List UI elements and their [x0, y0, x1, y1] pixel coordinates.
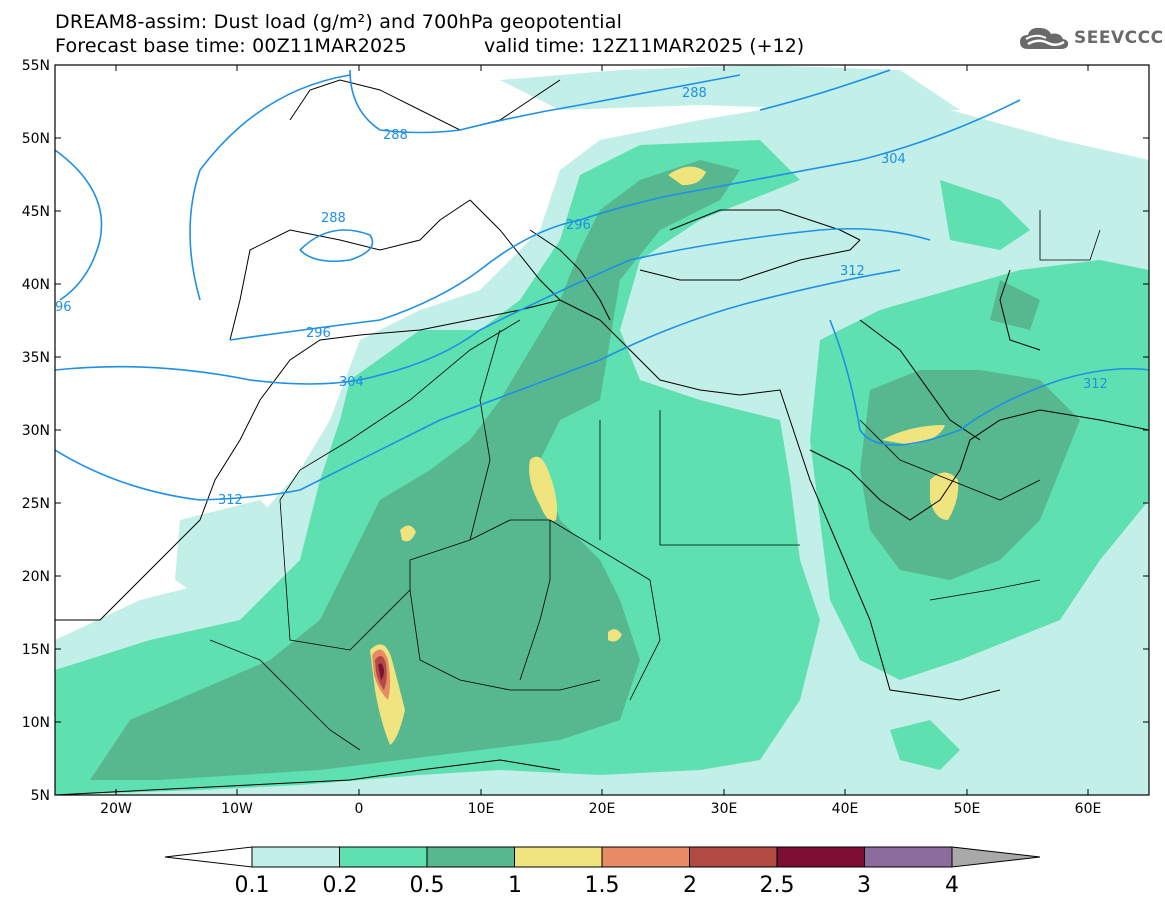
contour-label: 312: [1083, 377, 1108, 392]
lat-label: 20N: [22, 569, 50, 585]
country-borders: [209, 210, 1101, 751]
valid-time: valid time: 12Z11MAR2025 (+12): [484, 35, 805, 57]
lat-label: 35N: [22, 350, 50, 366]
contour-label: 96: [55, 300, 72, 315]
contour-label: 312: [218, 493, 243, 508]
lon-label: 60E: [1075, 801, 1102, 817]
lat-label: 45N: [22, 204, 50, 220]
lon-label: 20E: [589, 801, 616, 817]
seevccc-logo: SEEVCCC: [1018, 24, 1164, 52]
lon-label: 40E: [832, 801, 859, 817]
longitude-axis: 20W 10W 0 10E 20E 30E 40E 50E 60E: [100, 65, 1101, 817]
lon-label: 30E: [711, 801, 738, 817]
lat-label: 15N: [22, 642, 50, 658]
contour-label: 304: [339, 375, 364, 390]
colorbar-under-arrow: [164, 846, 253, 868]
forecast-base-time: Forecast base time: 00Z11MAR2025: [55, 35, 407, 57]
lat-label: 25N: [22, 496, 50, 512]
colorbar-tick: 1: [508, 873, 522, 898]
colorbar-tick: 0.5: [410, 873, 445, 898]
contour-label: 296: [306, 326, 331, 341]
dust-level-2-5: [378, 663, 384, 680]
colorbar-tick: 0.2: [323, 873, 358, 898]
geopotential-contours: [55, 69, 1149, 501]
colorbar-box: [426, 846, 515, 868]
contour-label: 288: [321, 211, 346, 226]
lon-label: 20W: [100, 801, 132, 817]
lon-label: 10W: [221, 801, 253, 817]
dust-level-0-5: [90, 160, 1080, 780]
colorbar-box: [689, 846, 778, 868]
lat-label: 40N: [22, 277, 50, 293]
cloud-icon: [1020, 27, 1069, 49]
colorbar-box: [864, 846, 953, 868]
lat-label: 50N: [22, 131, 50, 147]
contour-label: 312: [840, 264, 865, 279]
contour-label: 304: [881, 152, 906, 167]
colorbar-box: [339, 846, 428, 868]
lat-label: 5N: [31, 788, 50, 804]
colorbar-box: [251, 846, 340, 868]
map-plot-area: 288 288 288 296 296 96 304 304 312 312 3…: [55, 65, 1149, 795]
lat-label: 55N: [22, 58, 50, 74]
lat-label: 30N: [22, 423, 50, 439]
contour-label: 288: [682, 86, 707, 101]
lon-label: 10E: [468, 801, 495, 817]
colorbar-tick: 2.5: [760, 873, 795, 898]
lat-label: 10N: [22, 715, 50, 731]
map-title: DREAM8-assim: Dust load (g/m²) and 700hP…: [55, 11, 623, 33]
logo-text: SEEVCCC: [1074, 28, 1164, 48]
colorbar-tick: 2: [683, 873, 697, 898]
colorbar-tick: 4: [945, 873, 959, 898]
contour-label: 296: [566, 218, 591, 233]
lon-label: 0: [355, 801, 364, 817]
colorbar-tick: 0.1: [235, 873, 270, 898]
colorbar: 0.1 0.2 0.5 1 1.5 2 2.5 3 4: [164, 846, 1041, 898]
colorbar-over-arrow: [951, 846, 1041, 868]
lon-label: 50E: [954, 801, 981, 817]
colorbar-box: [776, 846, 865, 868]
colorbar-tick: 3: [857, 873, 871, 898]
colorbar-box: [601, 846, 690, 868]
latitude-axis: 55N 50N 45N 40N 35N 30N 25N 20N 15N 10N …: [22, 58, 1149, 804]
colorbar-tick: 1.5: [585, 873, 620, 898]
colorbar-box: [514, 846, 603, 868]
contour-label: 288: [383, 128, 408, 143]
